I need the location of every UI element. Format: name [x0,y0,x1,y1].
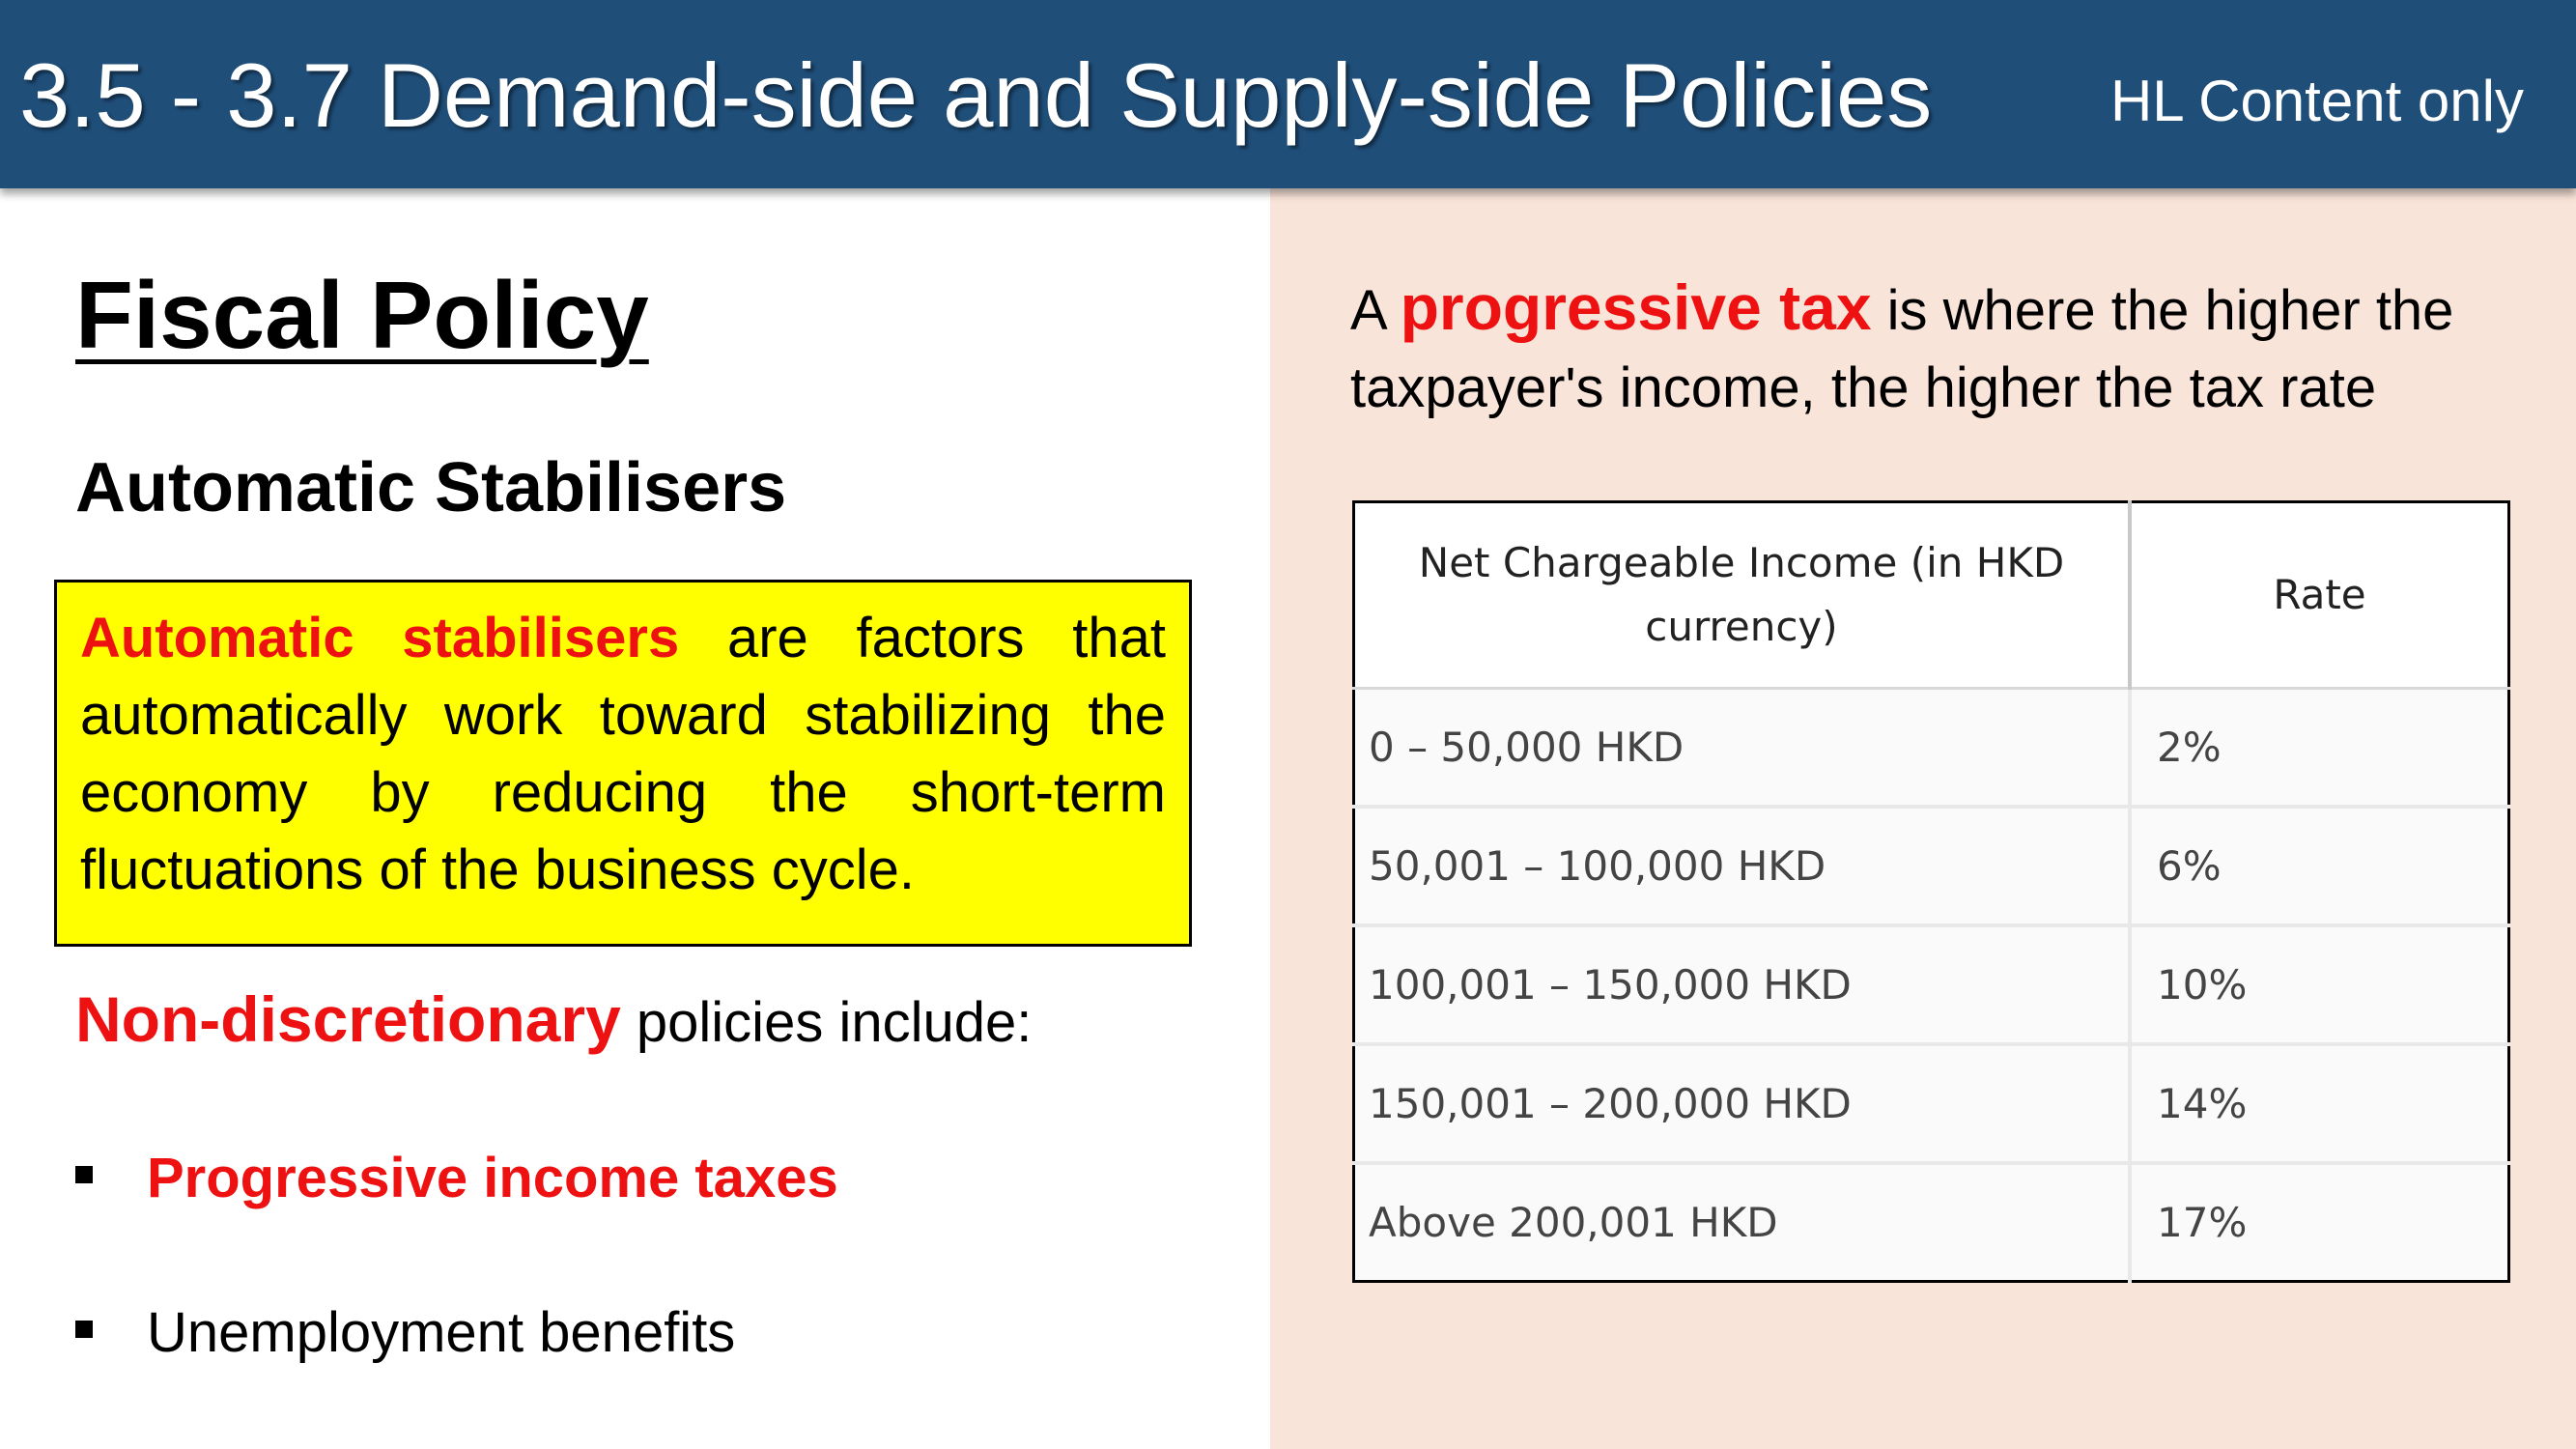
section-title: Fiscal Policy [75,262,649,368]
square-bullet-icon [75,1320,93,1338]
list-item: Progressive income taxes [75,1130,838,1285]
table-row: 0 – 50,000 HKD 2% [1353,688,2509,809]
column-header-income: Net Chargeable Income (in HKD currency) [1353,501,2132,690]
income-cell: 0 – 50,000 HKD [1353,688,2132,809]
policies-intro: Non-discretionary policies include: [75,976,1032,1066]
definition-term: Automatic stabilisers [80,607,680,669]
tax-definition-prefix: A [1350,279,1401,342]
rate-cell: 17% [2130,1163,2509,1282]
policies-intro-term: Non-discretionary [75,983,621,1055]
income-cell: 100,001 – 150,000 HKD [1353,925,2132,1046]
policy-progressive-income-taxes: Progressive income taxes [147,1147,838,1209]
policy-list: Progressive income taxes Unemployment be… [75,1130,838,1439]
subsection-title: Automatic Stabilisers [75,449,787,526]
table-row: 150,001 – 200,000 HKD 14% [1353,1044,2509,1165]
table-row: Above 200,001 HKD 17% [1353,1163,2509,1282]
rate-cell: 2% [2130,688,2509,809]
list-item: Unemployment benefits [75,1285,838,1439]
table-row: 50,001 – 100,000 HKD 6% [1353,807,2509,927]
income-cell: 150,001 – 200,000 HKD [1353,1044,2132,1165]
progressive-tax-definition: A progressive tax is where the higher th… [1350,269,2538,427]
slide-header: 3.5 - 3.7 Demand-side and Supply-side Po… [0,0,2576,188]
column-header-rate: Rate [2130,501,2509,690]
tax-definition-term: progressive tax [1400,271,1872,343]
table-header-row: Net Chargeable Income (in HKD currency) … [1353,501,2509,690]
rate-cell: 6% [2130,807,2509,927]
tax-rate-table: Net Chargeable Income (in HKD currency) … [1352,500,2510,1283]
square-bullet-icon [75,1165,93,1183]
policies-intro-text: policies include: [620,991,1033,1054]
table-row: 100,001 – 150,000 HKD 10% [1353,925,2509,1046]
income-cell: 50,001 – 100,000 HKD [1353,807,2132,927]
slide-title: 3.5 - 3.7 Demand-side and Supply-side Po… [19,44,1933,146]
policy-unemployment-benefits: Unemployment benefits [147,1301,736,1364]
income-cell: Above 200,001 HKD [1353,1163,2132,1282]
hl-content-note: HL Content only [2109,69,2524,133]
rate-cell: 10% [2130,925,2509,1046]
definition-box: Automatic stabilisers are factors that a… [54,580,1192,947]
tax-definition-text: is where the higher the taxpayer's incom… [1350,279,2454,419]
rate-cell: 14% [2130,1044,2509,1165]
definition-text: are factors that automatically work towa… [80,607,1166,901]
